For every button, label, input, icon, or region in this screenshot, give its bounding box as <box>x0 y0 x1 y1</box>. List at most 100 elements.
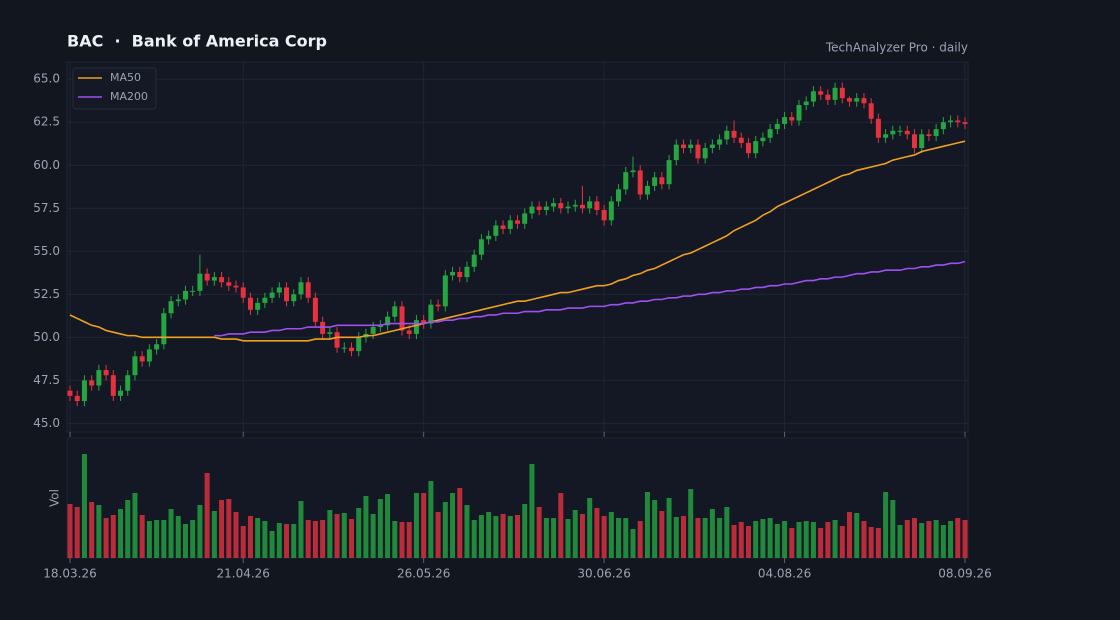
candle-body <box>327 332 333 334</box>
volume-bar <box>558 493 564 558</box>
x-tick-label: 18.03.26 <box>43 567 96 581</box>
volume-bar <box>796 522 802 558</box>
candle-body <box>543 206 549 210</box>
candle-body <box>861 98 867 104</box>
candle-body <box>940 122 946 130</box>
candle-body <box>74 395 80 402</box>
volume-bar <box>666 498 672 558</box>
volume-bar <box>471 520 477 558</box>
volume-bar <box>486 512 492 558</box>
volume-bar <box>897 525 903 558</box>
volume-bar <box>818 528 824 558</box>
volume-bar <box>341 513 347 558</box>
candle-body <box>385 316 391 326</box>
volume-bar <box>500 514 506 558</box>
candle-body <box>175 299 181 302</box>
candle-body <box>717 139 723 145</box>
volume-bar <box>760 519 766 558</box>
candle-body <box>688 144 694 149</box>
volume-bar <box>377 499 383 558</box>
volume-bar <box>161 520 167 558</box>
candle-body <box>738 137 744 143</box>
volume-bar <box>450 493 456 558</box>
candle-body <box>197 273 203 291</box>
volume-bar <box>543 518 549 558</box>
volume-bar <box>327 510 333 558</box>
candle-body <box>211 277 217 281</box>
candle-body <box>832 87 838 100</box>
candle-body <box>601 210 607 221</box>
volume-bar <box>630 529 636 558</box>
volume-bar <box>240 526 246 558</box>
candle-body <box>240 287 246 298</box>
volume-bar <box>385 494 391 558</box>
candle-body <box>803 101 809 106</box>
candle-body <box>269 292 275 298</box>
volume-bar <box>413 493 419 558</box>
y-tick-label: 55.0 <box>33 244 60 258</box>
volume-bar <box>406 522 412 558</box>
y-tick-label: 47.5 <box>33 373 60 387</box>
volume-bar <box>146 521 152 558</box>
candle-body <box>284 287 290 302</box>
candle-body <box>933 129 939 136</box>
volume-bar <box>825 522 831 558</box>
volume-bar <box>789 528 795 558</box>
volume-bar <box>507 516 513 558</box>
candle-body <box>825 94 831 100</box>
volume-bar <box>103 518 109 558</box>
candle-body <box>320 321 326 334</box>
y-tick-label: 62.5 <box>33 115 60 129</box>
candle-body <box>442 275 448 307</box>
chart-title: BAC · Bank of America Corp <box>67 32 327 51</box>
volume-bar <box>695 518 701 558</box>
candle-body <box>774 123 780 130</box>
candle-body <box>731 130 737 138</box>
volume-bar <box>197 505 203 558</box>
volume-bar <box>774 524 780 558</box>
candle-body <box>919 134 925 149</box>
y-tick-label: 57.5 <box>33 201 60 215</box>
volume-bar <box>883 492 889 558</box>
volume-bar <box>421 493 427 558</box>
ma-line <box>214 260 966 337</box>
volume-bar <box>291 524 297 558</box>
volume-bar <box>464 505 470 558</box>
y-tick-label: 65.0 <box>33 72 60 86</box>
candle-body <box>219 277 225 283</box>
volume-bar <box>594 508 600 558</box>
candle-body <box>572 204 578 207</box>
candle-body <box>450 271 456 276</box>
volume-bar <box>154 520 160 558</box>
volume-bar <box>673 517 679 558</box>
volume-bar <box>839 526 845 558</box>
candle-body <box>760 137 766 142</box>
candle-body <box>623 172 629 190</box>
volume-bar <box>204 473 210 558</box>
candle-body <box>471 254 477 267</box>
price-panel <box>66 61 969 433</box>
volume-bar <box>608 512 614 558</box>
volume-bar <box>399 522 405 558</box>
candle-body <box>413 320 419 334</box>
volume-bar <box>233 512 239 558</box>
candle-body <box>96 370 102 386</box>
volume-bar <box>904 520 910 558</box>
candle-body <box>854 98 860 102</box>
volume-bar <box>96 505 102 558</box>
candle-body <box>883 134 889 138</box>
volume-bar <box>182 524 188 558</box>
volume-bar <box>572 510 578 558</box>
volume-bar <box>688 489 694 558</box>
candle-body <box>118 390 124 396</box>
candle-body <box>486 235 492 240</box>
ma-line <box>69 140 966 342</box>
candle-body <box>81 380 87 402</box>
volume-bar <box>601 516 607 558</box>
volume-bar <box>551 518 557 558</box>
candle-body <box>276 287 282 293</box>
volume-bar <box>356 508 362 558</box>
volume-bar <box>637 521 643 558</box>
candle-body <box>457 271 463 278</box>
